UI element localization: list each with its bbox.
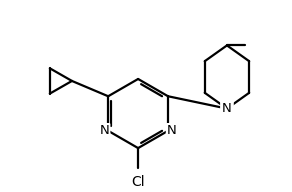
Text: N: N: [222, 102, 232, 115]
Text: N: N: [99, 124, 109, 137]
Text: N: N: [167, 124, 177, 137]
Text: Cl: Cl: [131, 175, 145, 189]
